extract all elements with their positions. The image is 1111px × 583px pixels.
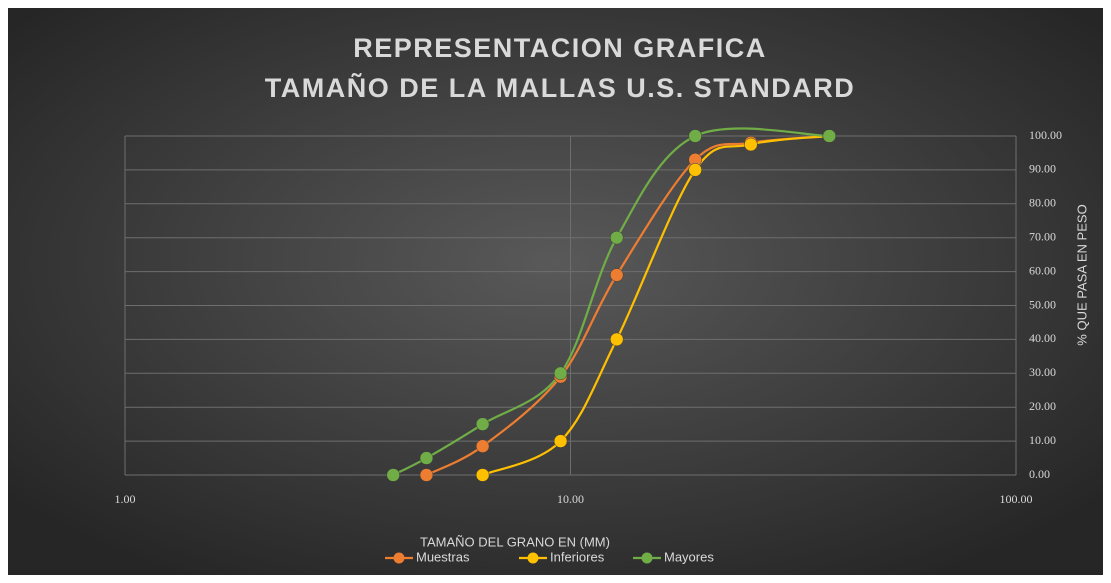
chart-background xyxy=(8,8,1103,575)
y-tick-label: 80.00 xyxy=(1029,196,1056,210)
x-axis-label: TAMAÑO DEL GRANO EN (MM) xyxy=(420,534,610,549)
legend-marker xyxy=(641,552,653,564)
x-tick-label: 10.00 xyxy=(557,492,584,506)
y-tick-label: 0.00 xyxy=(1029,467,1050,481)
data-point xyxy=(475,468,490,482)
data-point xyxy=(553,434,568,448)
data-point xyxy=(609,268,624,282)
y-tick-label: 50.00 xyxy=(1029,297,1056,311)
y-tick-label: 70.00 xyxy=(1029,229,1056,243)
y-tick-label: 10.00 xyxy=(1029,433,1056,447)
data-point xyxy=(744,137,758,152)
y-tick-label: 60.00 xyxy=(1029,263,1056,277)
legend-marker xyxy=(527,552,539,564)
data-point xyxy=(609,230,624,245)
x-tick-label: 1.00 xyxy=(115,492,136,506)
x-tick-label: 100.00 xyxy=(1000,492,1033,506)
y-tick-label: 30.00 xyxy=(1029,365,1056,379)
y-tick-label: 40.00 xyxy=(1029,331,1056,345)
chart-subtitle: TAMAÑO DE LA MALLAS U.S. STANDARD xyxy=(265,72,855,103)
data-point xyxy=(688,129,702,143)
legend-label: Muestras xyxy=(416,549,470,564)
data-point xyxy=(419,451,434,465)
y-tick-label: 20.00 xyxy=(1029,399,1056,413)
data-point xyxy=(475,439,490,453)
y-axis-label: % QUE PASA EN PESO xyxy=(1074,204,1089,345)
data-point xyxy=(419,468,434,482)
data-point xyxy=(553,366,568,381)
chart-title: REPRESENTACION GRAFICA xyxy=(353,33,767,63)
data-point xyxy=(822,129,837,143)
data-point xyxy=(386,468,400,482)
y-tick-label: 90.00 xyxy=(1029,162,1056,176)
y-tick-label: 100.00 xyxy=(1029,128,1062,142)
data-point xyxy=(609,332,624,347)
legend-label: Mayores xyxy=(664,549,714,564)
data-point xyxy=(475,417,490,431)
legend-marker xyxy=(393,552,405,564)
legend-label: Inferiores xyxy=(550,549,605,564)
data-point xyxy=(688,163,702,177)
